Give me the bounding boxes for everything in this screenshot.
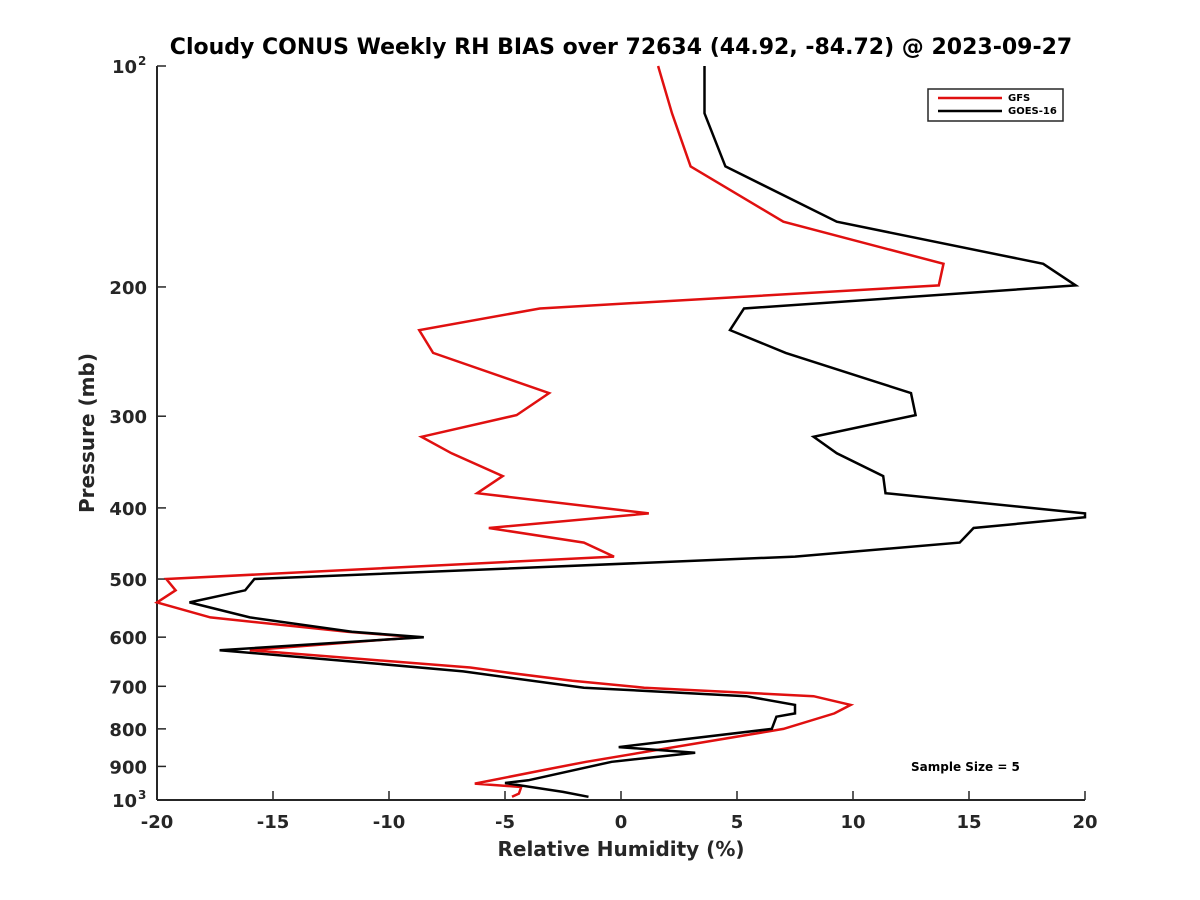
x-tick-label: -10 — [373, 812, 406, 833]
y-tick-label: 400 — [109, 499, 147, 520]
legend-box — [927, 88, 1064, 122]
y-tick-label: 200 — [109, 278, 147, 299]
x-tick-label: -20 — [141, 812, 174, 833]
y-tick-label: 800 — [109, 720, 147, 741]
y-tick-label: 700 — [109, 677, 147, 698]
x-axis-ticks: -20 -15 -10 -5 0 5 10 15 20 — [141, 791, 1098, 833]
y-tick-exponent: 3 — [138, 788, 146, 802]
y-tick-label: 10 — [112, 791, 137, 812]
x-tick-label: -5 — [495, 812, 515, 833]
y-tick-label: 600 — [109, 628, 147, 649]
series-line-goes16 — [189, 66, 1087, 799]
y-tick-label: 900 — [109, 757, 147, 778]
legend-label-gfs: GFS — [1008, 93, 1030, 104]
x-tick-label: 15 — [956, 812, 981, 833]
legend: GFS GOES-16 — [927, 88, 1064, 122]
series-line-gfs — [154, 65, 945, 798]
x-tick-label: -15 — [257, 812, 290, 833]
x-tick-label: 20 — [1072, 812, 1097, 833]
sample-size-annotation: Sample Size = 5 — [911, 760, 1020, 774]
series-group — [154, 65, 1087, 799]
x-tick-label: 5 — [731, 812, 744, 833]
x-axis-label: Relative Humidity (%) — [497, 837, 744, 861]
y-tick-exponent: 2 — [138, 54, 146, 68]
x-tick-label: 10 — [840, 812, 865, 833]
x-tick-label: 0 — [615, 812, 628, 833]
legend-label-goes16: GOES-16 — [1008, 106, 1057, 117]
y-tick-label: 300 — [109, 407, 147, 428]
y-axis-label: Pressure (mb) — [75, 353, 99, 513]
y-tick-label: 10 — [112, 57, 137, 78]
chart-title: Cloudy CONUS Weekly RH BIAS over 72634 (… — [170, 35, 1072, 60]
y-tick-label: 500 — [109, 570, 147, 591]
